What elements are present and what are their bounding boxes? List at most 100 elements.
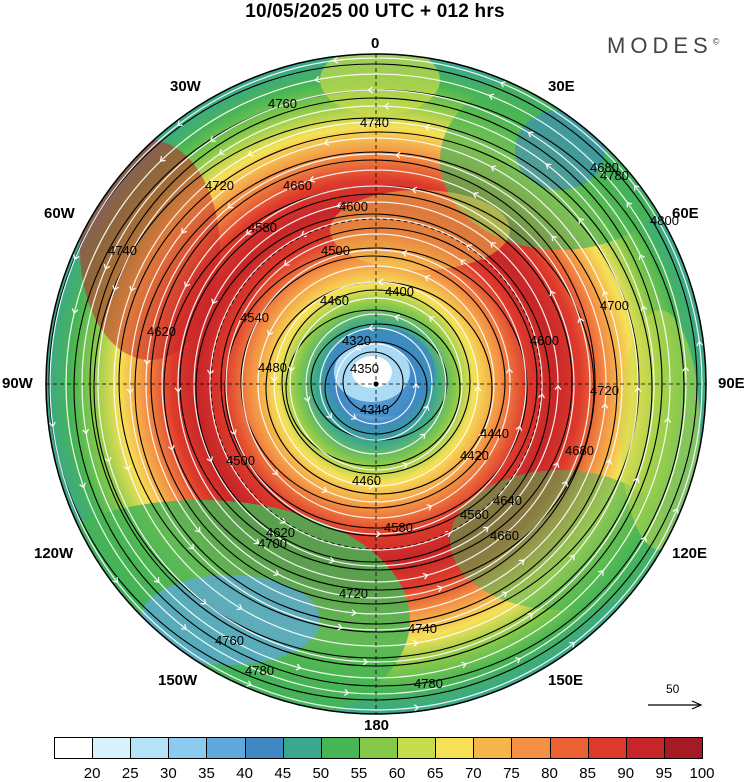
streamline-arrow: [48, 421, 56, 428]
streamline-arrow: [82, 428, 90, 435]
streamline-arrow: [411, 186, 418, 194]
contour-label: 4340: [360, 402, 389, 417]
colorbar-swatch: [549, 737, 589, 759]
streamline-arrow: [227, 202, 234, 209]
lon-label-60e: 60E: [672, 205, 699, 222]
streamline-arrow: [159, 156, 166, 162]
colorbar-label: 60: [388, 765, 406, 782]
streamline-arrow: [378, 278, 384, 286]
streamline-arrow: [303, 396, 311, 403]
contour-label: 4780: [600, 168, 629, 183]
contour-label: 4480: [258, 360, 287, 375]
colorbar-swatch: [282, 737, 322, 759]
streamline-arrow: [71, 308, 79, 314]
colorbar-label: 35: [198, 765, 215, 782]
streamline-arrow: [634, 184, 640, 191]
streamline-arrow: [395, 151, 401, 159]
colorbar-label: 25: [121, 765, 139, 782]
streamline-arrow: [314, 75, 321, 83]
streamline-arrow: [368, 482, 374, 490]
height-contour: [224, 247, 528, 529]
streamline-arrow: [478, 432, 485, 439]
streamline-arrow: [73, 254, 80, 261]
height-contour: [195, 213, 551, 563]
contour-label: 4620: [147, 324, 176, 339]
streamline-arrow: [230, 429, 237, 436]
contour-label: 4780: [414, 676, 443, 691]
streamline-arrow: [351, 609, 357, 617]
streamline-arrow: [194, 526, 201, 533]
colorbar-swatch: [244, 737, 284, 759]
streamline-arrow: [506, 367, 513, 374]
streamline-arrow: [300, 230, 307, 238]
contour-label: 4440: [480, 426, 509, 441]
streamline-arrow: [207, 369, 214, 376]
streamline-arrow: [401, 250, 408, 257]
streamline-arrow: [472, 192, 479, 199]
streamline-arrow: [337, 623, 343, 631]
streamline-arrow: [383, 102, 390, 110]
contour-label: 4620: [266, 525, 295, 540]
streamline-arrow: [461, 661, 468, 669]
streamline-arrow: [112, 577, 118, 584]
contour-label: 4720: [590, 383, 619, 398]
streamline-arrow: [552, 461, 560, 468]
streamline-arrow: [527, 613, 534, 619]
streamline-arrow: [328, 556, 335, 564]
streamline-arrow: [640, 305, 648, 312]
streamline-arrow: [412, 639, 419, 647]
streamline-arrow: [367, 86, 373, 94]
streamline-arrow: [638, 254, 645, 261]
streamline-arrow: [112, 284, 119, 291]
lon-label-90e: 90E: [718, 375, 745, 392]
streamline-arrow: [236, 604, 243, 611]
contour-label: 4740: [108, 243, 137, 258]
streamline-arrow: [104, 456, 112, 463]
pole-marker: [373, 381, 379, 387]
streamline-arrow: [402, 462, 409, 469]
streamline: [113, 121, 639, 647]
map-title: 10/05/2025 00 UTC + 012 hrs: [245, 1, 505, 22]
contour-label: 4560: [460, 507, 489, 522]
streamline-arrow: [79, 482, 86, 489]
streamline-arrow: [188, 543, 195, 550]
colorbar-label: 40: [236, 765, 253, 782]
contour-label: 4680: [590, 160, 619, 175]
streamline-arrow: [206, 456, 213, 463]
colorbar-swatch: [587, 737, 627, 759]
streamline-arrow: [569, 554, 575, 561]
streamline-arrow: [518, 559, 525, 566]
contour-label: 4720: [205, 178, 234, 193]
streamline-arrow: [445, 530, 452, 538]
contour-label: 4500: [226, 453, 255, 468]
lon-label-180: 180: [364, 717, 390, 734]
streamline-arrow: [176, 120, 183, 126]
streamline-arrow: [350, 413, 357, 420]
colorbar-swatch: [397, 737, 437, 759]
streamline-arrow: [200, 598, 207, 605]
vector-reference-value: 50: [666, 682, 680, 696]
streamline-arrow: [336, 202, 342, 209]
streamline-arrow: [129, 285, 136, 292]
streamline-arrow: [247, 150, 254, 157]
streamline-arrow: [273, 569, 280, 576]
streamline-arrow: [181, 227, 187, 234]
colorbar-label: 75: [503, 765, 520, 782]
streamline-arrow: [605, 458, 613, 465]
lon-label-120e: 120E: [672, 545, 708, 562]
streamline-arrow: [258, 312, 265, 319]
colorbar-swatch: [358, 737, 399, 759]
lon-label-120w: 120W: [34, 545, 74, 562]
streamline-arrow: [483, 526, 489, 533]
streamline-arrow: [270, 376, 278, 382]
streamline-arrow: [272, 469, 278, 476]
colorbar: [54, 737, 703, 761]
lon-label-150w: 150W: [158, 672, 198, 689]
streamline-arrow: [419, 433, 426, 440]
streamline-arrow: [209, 135, 216, 142]
contour-label: 4400: [385, 284, 414, 299]
streamline-arrow: [569, 642, 576, 648]
streamline-arrow: [514, 657, 521, 664]
streamline-arrow: [355, 344, 362, 351]
